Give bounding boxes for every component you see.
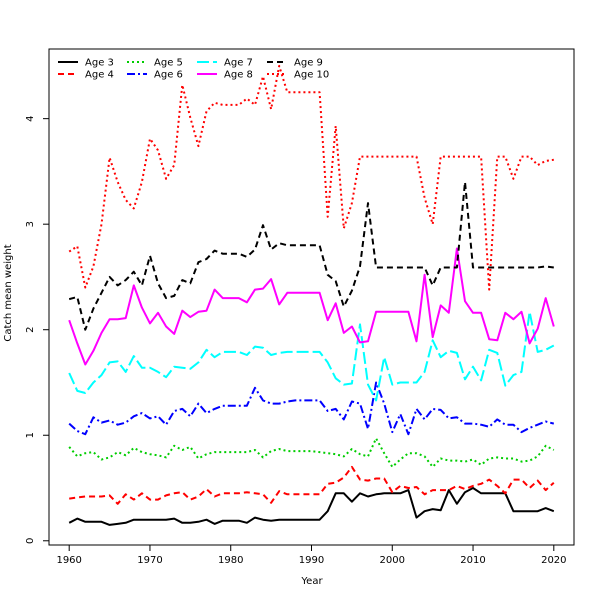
x-tick-label: 1960	[56, 555, 81, 566]
x-tick-label: 2010	[460, 555, 485, 566]
series-layer	[68, 64, 555, 526]
y-tick-label: 3	[25, 221, 36, 227]
x-tick-label: 1990	[299, 555, 324, 566]
x-axis-title: Year	[300, 576, 323, 587]
legend-label: Age 8	[224, 70, 253, 81]
y-axis-title: Catch mean weight	[3, 244, 14, 341]
plot-area-frame	[48, 48, 575, 546]
y-tick-label: 1	[25, 432, 36, 438]
legend-label: Age 3	[85, 58, 114, 69]
legend-label: Age 4	[85, 70, 114, 81]
legend-label: Age 9	[294, 58, 323, 69]
series-line-age-9	[68, 181, 554, 331]
x-tick-label: 2000	[380, 555, 405, 566]
y-tick-label: 0	[25, 538, 36, 544]
legend-label: Age 6	[154, 70, 183, 81]
x-tick-label: 2020	[541, 555, 566, 566]
series-line-age-3	[68, 487, 555, 526]
y-tick-label: 4	[25, 115, 36, 121]
x-tick-label: 1970	[137, 555, 162, 566]
series-line-age-10	[68, 64, 554, 291]
legend-label: Age 7	[224, 58, 253, 69]
series-line-age-4	[69, 465, 555, 505]
legend-label: Age 10	[294, 70, 329, 81]
x-tick-label: 1980	[218, 555, 243, 566]
series-line-age-6	[68, 381, 555, 436]
series-line-age-8	[68, 247, 555, 366]
series-line-age-7	[68, 310, 555, 402]
series-line-age-5	[68, 437, 555, 468]
axes-layer: 1960 1970 1980 1990 2000 2010 2020 0 1 2 3 4	[25, 115, 567, 566]
legend-label: Age 5	[154, 58, 183, 69]
y-tick-label: 2	[25, 327, 36, 333]
